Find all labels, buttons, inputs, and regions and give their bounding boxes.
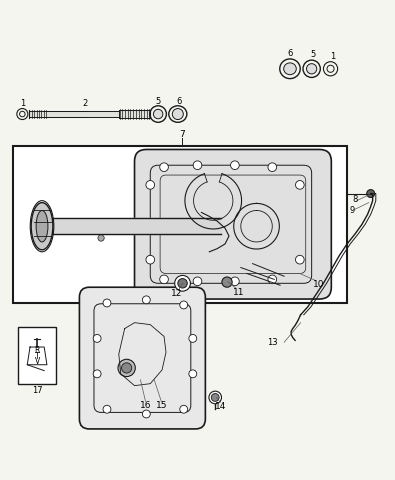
Text: 2: 2 — [83, 99, 88, 108]
FancyBboxPatch shape — [79, 287, 205, 429]
Circle shape — [178, 278, 187, 288]
Circle shape — [268, 275, 276, 284]
Circle shape — [118, 359, 135, 377]
Ellipse shape — [307, 64, 317, 74]
Text: 9: 9 — [350, 206, 355, 215]
Ellipse shape — [284, 63, 296, 75]
Circle shape — [193, 277, 202, 286]
Circle shape — [189, 370, 197, 378]
Circle shape — [93, 335, 101, 342]
Circle shape — [180, 405, 188, 413]
Circle shape — [189, 335, 197, 342]
Circle shape — [193, 161, 202, 169]
Circle shape — [103, 299, 111, 307]
Text: 10: 10 — [313, 280, 324, 289]
Circle shape — [295, 180, 304, 189]
Circle shape — [222, 277, 232, 287]
Text: 7: 7 — [179, 130, 184, 139]
Circle shape — [268, 163, 276, 171]
Circle shape — [209, 391, 222, 404]
Circle shape — [231, 277, 239, 286]
Text: 16: 16 — [140, 401, 151, 410]
Circle shape — [175, 276, 190, 291]
Circle shape — [160, 275, 168, 284]
Bar — [19, 326, 56, 384]
Text: 15: 15 — [156, 401, 167, 410]
Text: 13: 13 — [267, 338, 278, 347]
Circle shape — [146, 255, 154, 264]
Text: T: T — [35, 352, 40, 361]
Circle shape — [180, 301, 188, 309]
Text: 5: 5 — [310, 50, 316, 59]
Polygon shape — [40, 218, 221, 234]
Ellipse shape — [172, 108, 183, 120]
Bar — [13, 145, 347, 303]
Text: 17: 17 — [32, 386, 42, 395]
Text: 1: 1 — [20, 98, 25, 108]
Circle shape — [146, 180, 154, 189]
Circle shape — [231, 161, 239, 169]
Circle shape — [295, 255, 304, 264]
Circle shape — [211, 394, 219, 401]
Text: 6: 6 — [287, 49, 293, 59]
Text: 5: 5 — [156, 97, 161, 106]
Text: 11: 11 — [233, 288, 245, 297]
Polygon shape — [29, 111, 150, 117]
Circle shape — [142, 410, 150, 418]
Ellipse shape — [36, 210, 48, 242]
Ellipse shape — [31, 203, 53, 250]
Text: 14: 14 — [214, 402, 226, 410]
Circle shape — [93, 370, 101, 378]
Text: V: V — [34, 358, 40, 367]
Text: 1: 1 — [330, 52, 335, 61]
FancyBboxPatch shape — [135, 149, 331, 299]
Ellipse shape — [153, 109, 163, 119]
Text: R: R — [34, 347, 40, 356]
Circle shape — [122, 363, 132, 373]
Circle shape — [142, 296, 150, 304]
Circle shape — [98, 235, 104, 241]
Circle shape — [160, 163, 168, 171]
Circle shape — [103, 405, 111, 413]
Text: 6: 6 — [176, 97, 181, 106]
Circle shape — [367, 190, 374, 197]
Text: 8: 8 — [352, 195, 357, 204]
Text: 12: 12 — [171, 288, 182, 298]
